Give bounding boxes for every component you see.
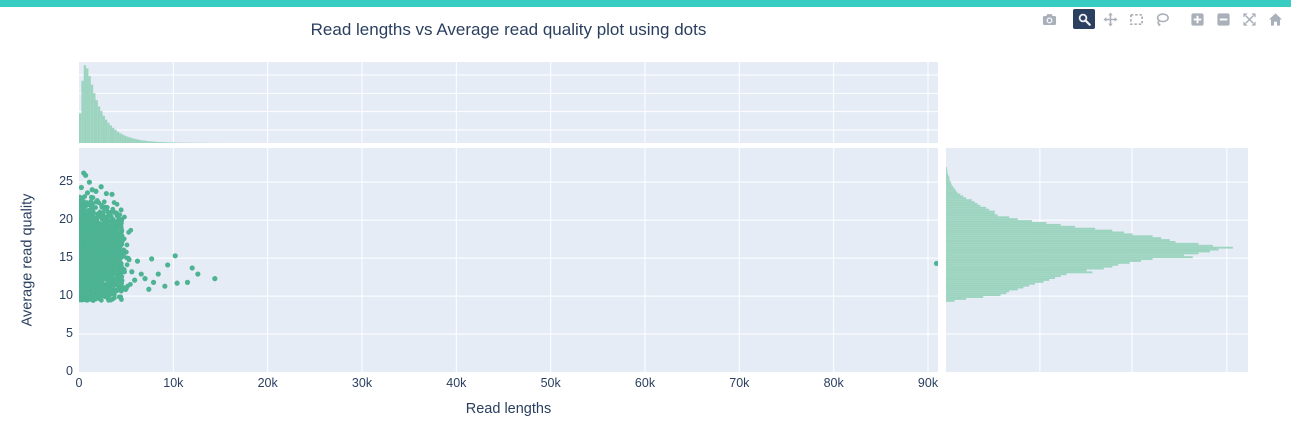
autoscale-expand-icon	[1242, 12, 1256, 26]
x-tick-label: 0	[75, 376, 83, 390]
read-quality-histogram	[946, 148, 1248, 372]
zoom-out-button[interactable]	[1212, 9, 1234, 29]
main-scatter-panel[interactable]	[79, 148, 938, 372]
plotly-modebar	[1025, 9, 1286, 29]
box-select-button[interactable]	[1125, 9, 1147, 29]
chart-title: Read lengths vs Average read quality plo…	[310, 20, 707, 39]
length-vs-quality-scatter	[79, 148, 938, 372]
x-tick-label: 30k	[351, 376, 373, 390]
y-tick-label: 0	[66, 364, 73, 378]
download-png-button[interactable]	[1038, 9, 1060, 29]
y-tick-label: 20	[59, 212, 73, 227]
reset-axes-button[interactable]	[1264, 9, 1286, 29]
modebar-group-zoomscale	[1182, 9, 1286, 29]
y-tick-label: 5	[66, 326, 73, 341]
y-tick-label: 10	[59, 288, 73, 303]
read-length-histogram	[79, 62, 938, 143]
pan-button[interactable]	[1099, 9, 1121, 29]
top-marginal-histogram-panel[interactable]	[79, 62, 938, 143]
modebar-group-dragmode	[1069, 9, 1173, 29]
x-tick-label: 10k	[163, 376, 184, 390]
box-select-icon	[1129, 13, 1143, 25]
home-icon	[1268, 12, 1282, 26]
zoom-in-button[interactable]	[1186, 9, 1208, 29]
lasso-select-button[interactable]	[1151, 9, 1173, 29]
x-tick-label: 40k	[446, 376, 467, 390]
x-tick-label: 50k	[540, 376, 561, 390]
x-tick-label: 90k	[917, 376, 939, 390]
y-tick-label: 25	[59, 174, 73, 189]
autoscale-button[interactable]	[1238, 9, 1260, 29]
y-axis-title: Average read quality	[19, 193, 35, 327]
zoom-button[interactable]	[1073, 9, 1095, 29]
x-tick-label: 60k	[634, 376, 656, 390]
lasso-icon	[1156, 12, 1169, 26]
camera-icon	[1042, 13, 1056, 25]
modebar-group-download	[1034, 9, 1060, 29]
x-axis-title: Read lengths	[465, 401, 552, 417]
x-tick-label: 70k	[729, 376, 750, 390]
minus-square-icon	[1216, 12, 1230, 26]
magnifier-icon	[1078, 13, 1091, 26]
right-marginal-histogram-panel[interactable]	[946, 148, 1248, 372]
y-tick-label: 15	[59, 250, 73, 265]
accent-bar	[0, 0, 1291, 7]
plus-square-icon	[1190, 12, 1204, 26]
pan-arrows-icon	[1102, 11, 1118, 27]
x-tick-label: 80k	[823, 376, 844, 390]
x-tick-label: 20k	[257, 376, 278, 390]
